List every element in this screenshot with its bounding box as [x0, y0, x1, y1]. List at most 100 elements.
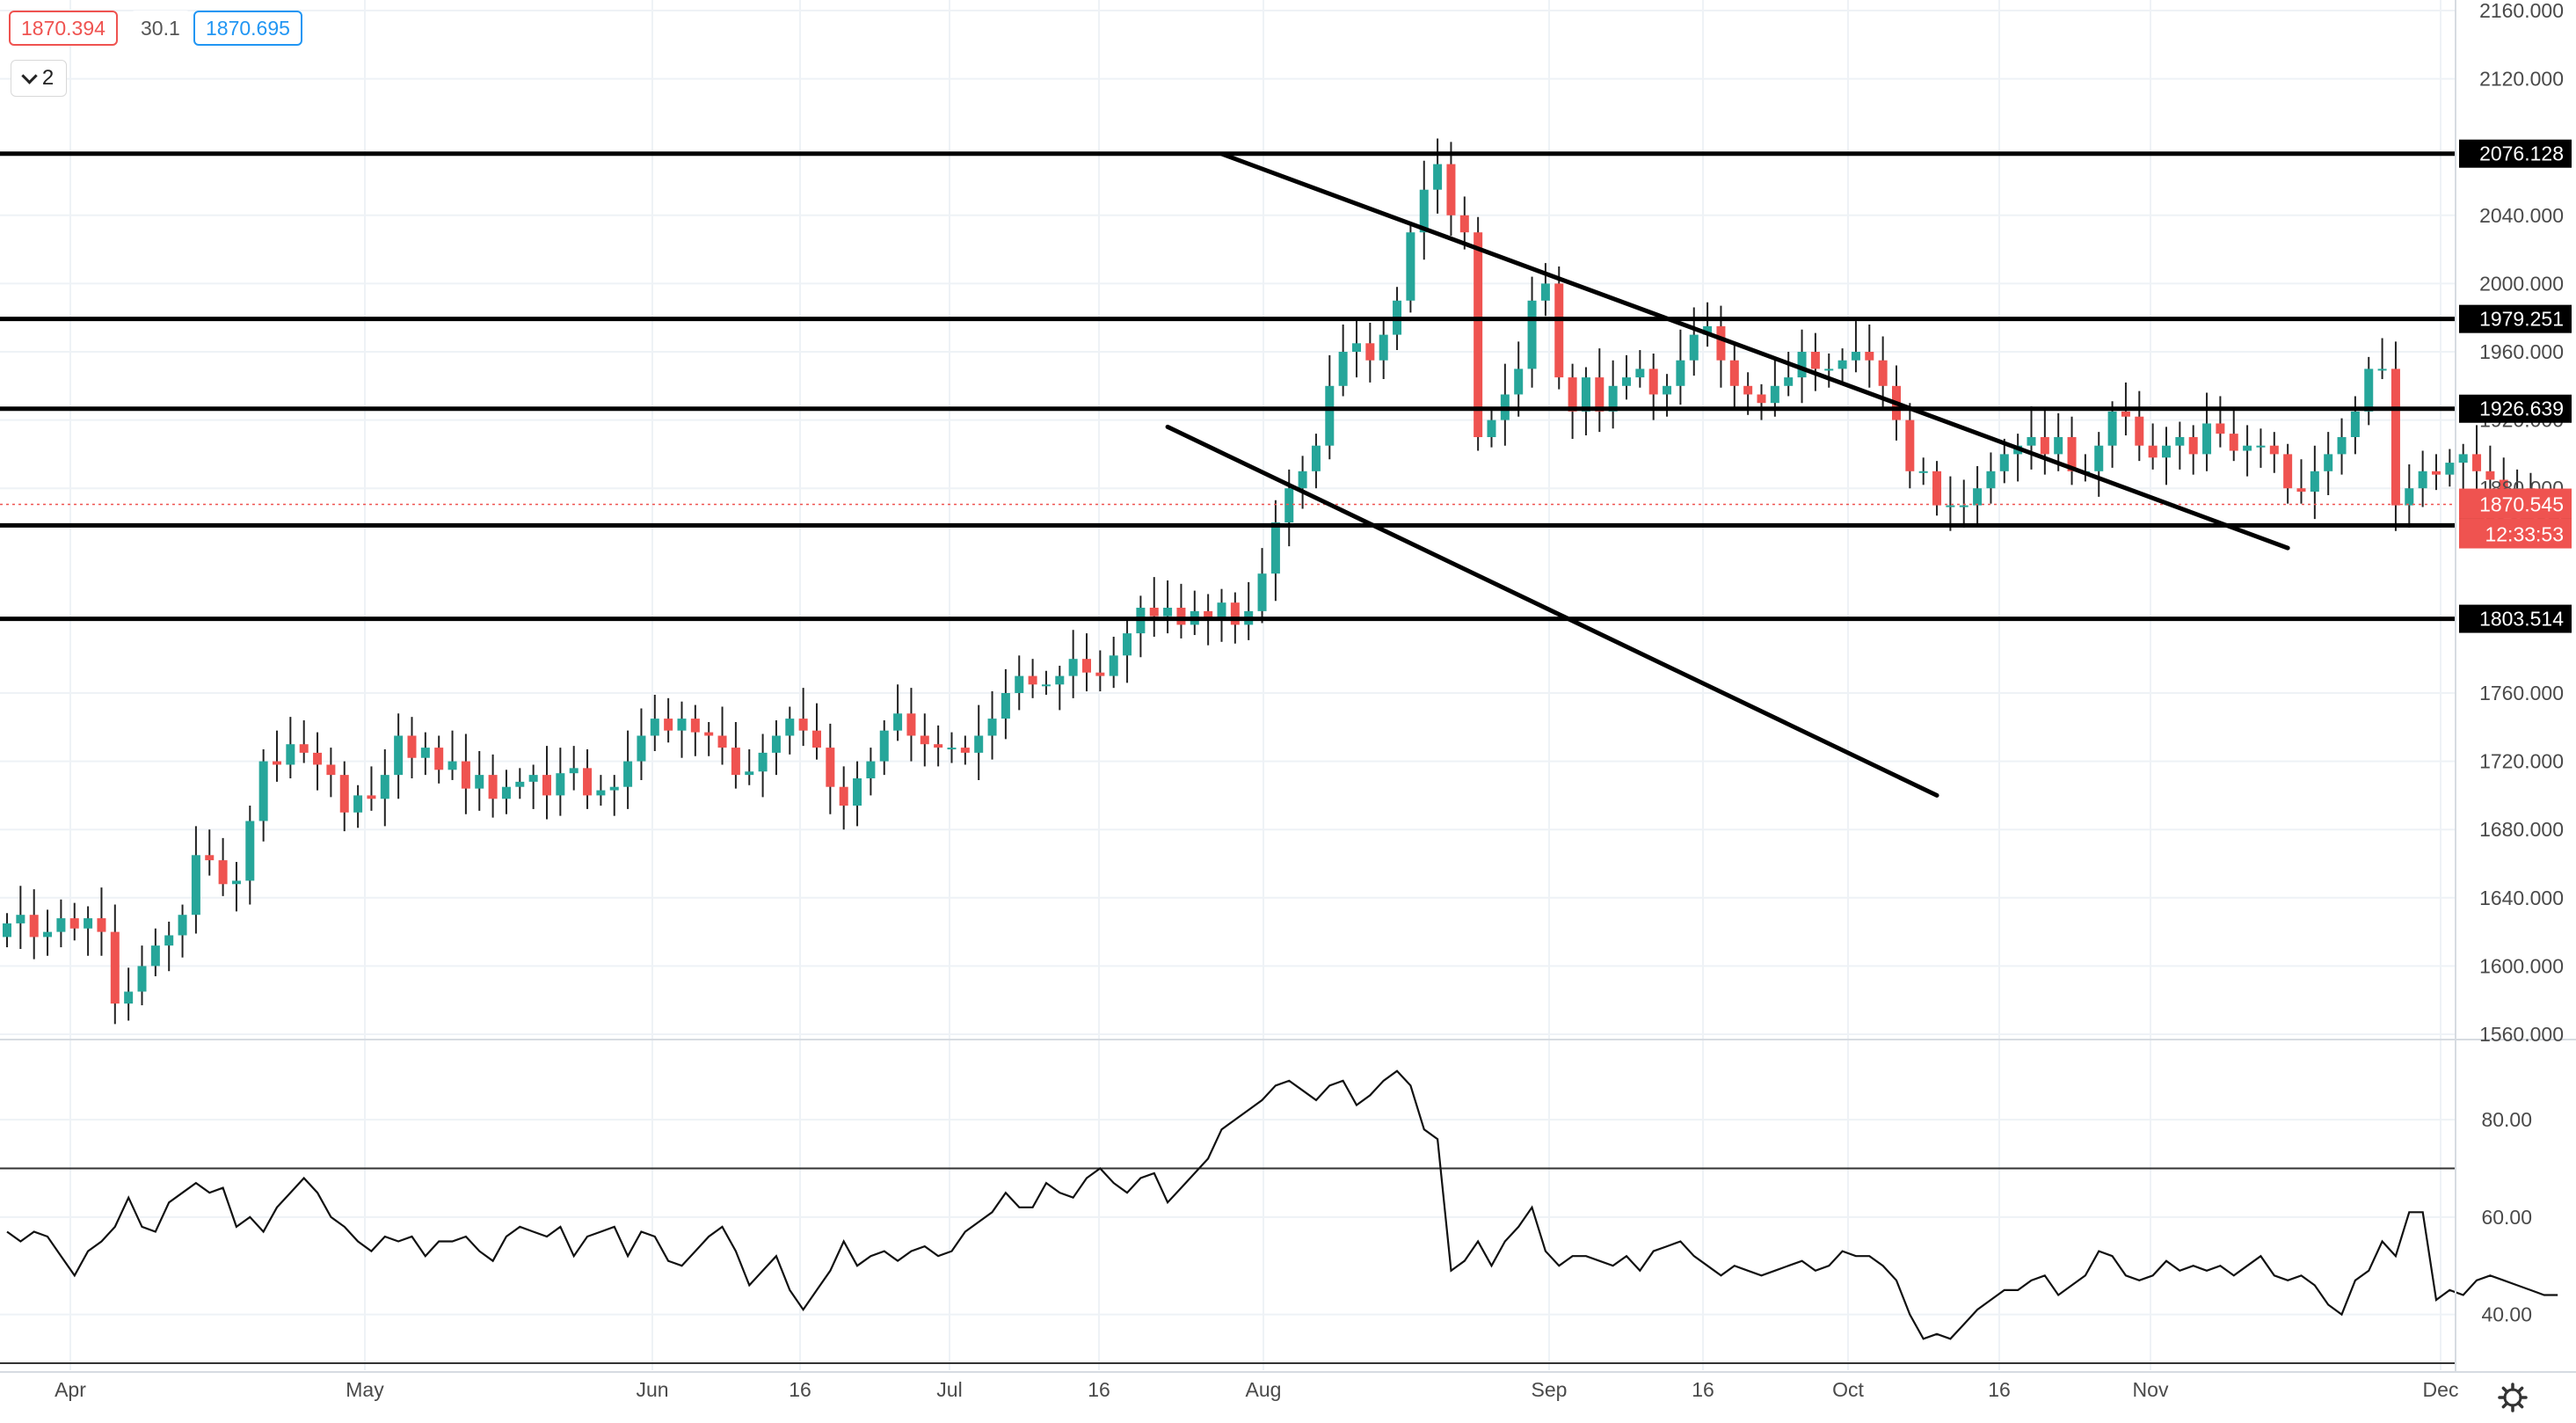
candle-body	[501, 786, 511, 799]
candle-body	[273, 761, 281, 765]
candle-body	[1837, 360, 1847, 369]
candle-body	[2296, 488, 2306, 493]
rsi-tick-label: 60.00	[2481, 1206, 2532, 1229]
candle-body	[218, 860, 228, 885]
candle-body	[2067, 437, 2077, 471]
candle-body	[1729, 360, 1739, 386]
candle-body	[637, 735, 646, 762]
candle-body	[542, 775, 551, 796]
candle-body	[1015, 675, 1024, 693]
candle-body	[258, 761, 268, 821]
candle-body	[974, 735, 984, 753]
candle-body	[1743, 385, 1753, 395]
candle-body	[650, 719, 659, 736]
gear-icon[interactable]	[2498, 1383, 2528, 1412]
candle-body	[1487, 420, 1496, 437]
candle-body	[987, 719, 997, 736]
candle-body	[1770, 385, 1779, 404]
candle-body	[785, 719, 795, 736]
candle-body	[2175, 437, 2185, 446]
candle-body	[69, 918, 79, 929]
last-price-label: 1870.545	[2479, 493, 2564, 516]
candle-body	[1959, 505, 1968, 507]
candle-body	[2337, 437, 2347, 455]
level-tag	[2459, 604, 2572, 633]
candle-body	[1204, 610, 1213, 620]
candle-body	[420, 748, 430, 758]
candle-body	[2054, 437, 2063, 455]
candle-body	[1217, 602, 1226, 620]
candle-body	[893, 713, 903, 731]
candle-body	[1257, 573, 1267, 611]
legend-value-red: 1870.394	[9, 11, 118, 46]
candle-body	[1622, 377, 1631, 386]
candle-body	[137, 966, 147, 992]
candle-body	[1810, 352, 1820, 369]
collapse-indicators-button[interactable]: 2	[11, 60, 67, 97]
candle-body	[556, 773, 565, 796]
candle-body	[191, 855, 200, 916]
candle-body	[879, 730, 889, 762]
rsi-panel: 80.00 60.00 40.00	[0, 1069, 2558, 1364]
candle-body	[771, 735, 781, 753]
candle-body	[2350, 411, 2360, 437]
candle-body	[947, 748, 957, 750]
candle-body	[2324, 454, 2333, 471]
candle-body	[866, 761, 876, 778]
candle-body	[2216, 423, 2225, 434]
price-tick-label: 1720.000	[2479, 750, 2564, 773]
candle-body	[1986, 471, 1996, 489]
candle-body	[853, 778, 862, 806]
candle-body	[2458, 454, 2468, 463]
candle-body	[2445, 463, 2455, 475]
candle-body	[1433, 164, 1443, 190]
candle-body	[124, 991, 134, 1004]
candle-body	[1514, 369, 1524, 395]
candle-body	[299, 744, 309, 753]
candle-body	[205, 855, 215, 861]
time-tick-label: Jun	[636, 1378, 668, 1401]
candle-body	[515, 781, 525, 787]
candle-body	[1055, 675, 1065, 685]
time-tick-label: Jul	[936, 1378, 962, 1401]
level-tag	[2459, 394, 2572, 423]
candle-body	[1608, 385, 1618, 412]
candle-body	[1095, 672, 1105, 676]
time-tick-label: Aug	[1246, 1378, 1282, 1401]
candle-body	[1878, 360, 1888, 386]
candle-body	[623, 761, 633, 787]
candle-body	[609, 786, 619, 791]
candle-body	[704, 732, 714, 736]
price-tick-label: 1760.000	[2479, 682, 2564, 704]
candle-body	[2364, 369, 2374, 412]
candle-body	[1270, 522, 1280, 574]
candle-body	[920, 735, 929, 745]
trendlines	[1165, 151, 2290, 798]
candle-body	[164, 935, 174, 946]
candle-body	[1163, 608, 1173, 617]
time-tick-label: Apr	[55, 1378, 86, 1401]
candle-body	[1001, 693, 1010, 719]
candle-body	[394, 735, 404, 776]
candle-body	[56, 918, 66, 932]
candle-body	[461, 761, 470, 789]
candle-body	[326, 764, 336, 776]
candle-body	[2148, 445, 2158, 458]
candle-body	[407, 735, 417, 758]
rsi-tick-label: 80.00	[2481, 1108, 2532, 1131]
candle-body	[1663, 385, 1672, 395]
candle-body	[2432, 471, 2441, 475]
candle-body	[2269, 445, 2279, 455]
time-tick-label: Dec	[2423, 1378, 2459, 1401]
legend-value-blue: 1870.695	[193, 11, 302, 46]
candle-body	[2027, 437, 2036, 446]
candle-body	[1865, 352, 1874, 361]
candle-body	[16, 915, 25, 923]
time-tick-label: Nov	[2133, 1378, 2169, 1401]
candle-body	[2135, 416, 2144, 446]
candle-body	[1784, 377, 1794, 386]
candle-body	[528, 775, 538, 782]
candle-body	[313, 752, 323, 765]
